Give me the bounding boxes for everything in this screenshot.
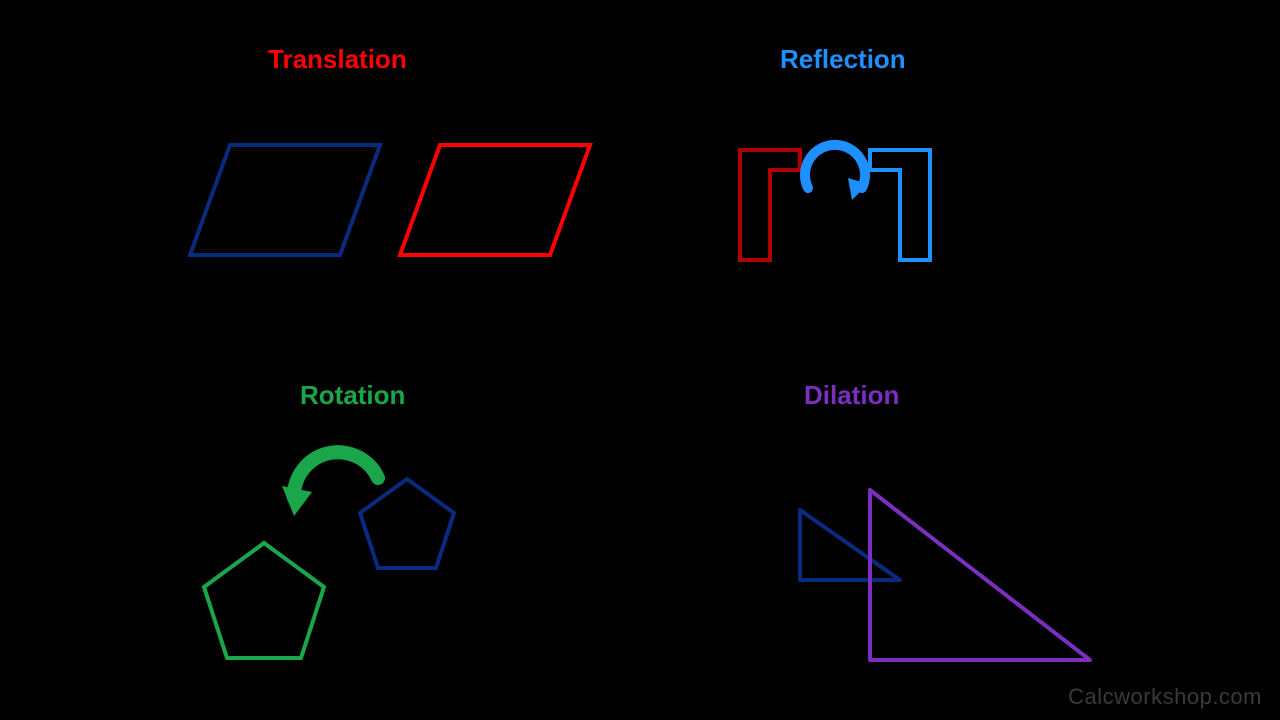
triangle-small — [800, 510, 900, 580]
dilation-diagram — [0, 0, 1280, 720]
triangle-large — [870, 490, 1090, 660]
watermark-text: Calcworkshop.com — [1068, 684, 1262, 710]
diagram-stage: Translation Reflection Rotation Dilation… — [0, 0, 1280, 720]
